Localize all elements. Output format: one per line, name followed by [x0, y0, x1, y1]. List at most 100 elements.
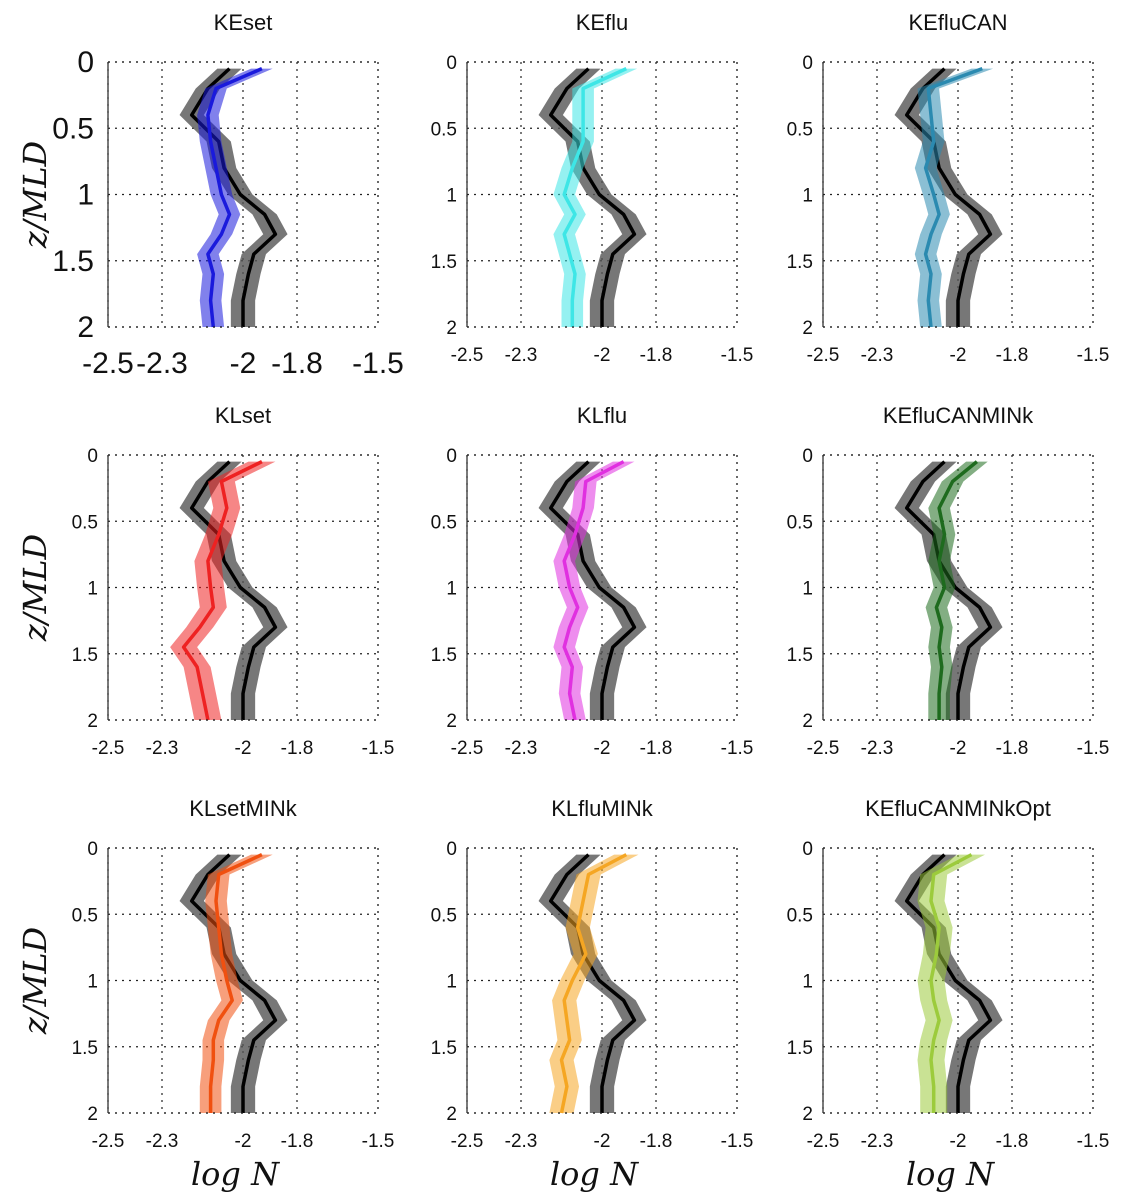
x-tick-label: -1.5 [721, 1131, 754, 1152]
y-tick-label: 1 [446, 579, 457, 600]
series-band-1 [553, 68, 638, 327]
series-line-1 [181, 460, 263, 721]
panel-title: KLflu [577, 403, 627, 428]
y-tick-label: 1.5 [72, 1038, 98, 1059]
series-band-2 [538, 854, 647, 1113]
y-axis-label: z/MLD [16, 927, 54, 1035]
y-axis-label: z/MLD [16, 141, 54, 249]
x-tick-label: -1.8 [996, 1131, 1029, 1152]
x-tick-label: -1.5 [362, 738, 395, 759]
panel-title: KLset [215, 403, 271, 428]
x-tick-label: -2.5 [92, 738, 125, 759]
y-tick-label: 1 [446, 972, 457, 993]
y-tick-label: 2 [446, 1104, 457, 1125]
series-band-2 [179, 461, 288, 720]
y-tick-label: 0 [802, 839, 813, 860]
series-band-2 [538, 68, 647, 327]
series-line-1 [923, 66, 983, 328]
series-line-1 [206, 67, 263, 328]
x-tick-label: -1.8 [996, 738, 1029, 759]
panel-title: KEfluCANMINkOpt [865, 796, 1051, 821]
y-tick-label: 1.5 [431, 1038, 457, 1059]
panel-6: 0 0.5 1 1.5 2 -2.5 -2.3 -2 -1.8 -1.5 KEfluCANMINk [787, 403, 1110, 759]
y-tick-label: 0.5 [431, 512, 457, 533]
panel-2: 0 0.5 1 1.5 2 -2.5 -2.3 -2 -1.8 -1.5 KEflu [431, 10, 754, 366]
series-line-2 [548, 460, 637, 720]
x-axis-label: log N [906, 1155, 995, 1193]
x-tick-label: -2.5 [82, 347, 134, 380]
x-tick-label: -2.5 [807, 345, 840, 366]
y-tick-label: 1 [87, 972, 98, 993]
y-tick-label: 0 [87, 839, 98, 860]
series-line-2 [189, 460, 278, 720]
series-band-1 [197, 68, 273, 327]
panel-title: KLfluMINk [551, 796, 653, 821]
series-line-1 [934, 460, 979, 720]
panel-title: KLsetMINk [189, 796, 298, 821]
y-tick-label: 0.5 [431, 119, 457, 140]
x-tick-label: -2.5 [451, 1131, 484, 1152]
y-tick-label: 2 [802, 1104, 813, 1125]
panel-7: 0 0.5 1 1.5 2 -2.5 -2.3 -2 -1.8 -1.5 KLsetMINk z/ML… [16, 796, 394, 1193]
x-tick-label: -1.5 [1077, 345, 1110, 366]
y-tick-label: 0.5 [787, 905, 813, 926]
y-tick-label: 1 [802, 186, 813, 207]
x-tick-label: -1.5 [352, 347, 404, 380]
x-tick-label: -1.5 [1077, 738, 1110, 759]
y-tick-label: 1.5 [787, 645, 813, 666]
panel-9: 0 0.5 1 1.5 2 -2.5 -2.3 -2 -1.8 -1.5 KEfluCANMINkO… [787, 796, 1110, 1193]
y-tick-label: 2 [446, 318, 457, 339]
x-tick-label: -2 [594, 345, 611, 366]
y-tick-label: 2 [802, 318, 813, 339]
x-tick-label: -2 [230, 347, 257, 380]
x-tick-label: -1.5 [721, 738, 754, 759]
y-tick-label: 0 [446, 53, 457, 74]
panel-4: 0 0.5 1 1.5 2 -2.5 -2.3 -2 -1.8 -1.5 KLset z/MLD [16, 403, 394, 759]
series-line-1 [208, 853, 263, 1113]
series-line-1 [562, 67, 628, 327]
y-tick-label: 0 [77, 46, 94, 79]
x-tick-label: -2.3 [861, 738, 894, 759]
x-tick-label: -2 [594, 1131, 611, 1152]
panel-title: KEflu [576, 10, 629, 35]
x-tick-label: -2.5 [451, 345, 484, 366]
panel-title: KEfluCAN [908, 10, 1007, 35]
y-tick-label: 1.5 [52, 245, 94, 278]
x-tick-label: -2.5 [807, 1131, 840, 1152]
series-line-1 [559, 853, 628, 1114]
x-tick-label: -2.3 [136, 347, 188, 380]
y-tick-label: 0.5 [431, 905, 457, 926]
series-line-2 [548, 67, 637, 327]
series-line-2 [904, 67, 993, 327]
x-axis-label: log N [191, 1155, 280, 1193]
series-line-1 [929, 853, 973, 1113]
y-tick-label: 0 [446, 446, 457, 467]
y-tick-label: 2 [802, 711, 813, 732]
y-tick-label: 0.5 [787, 119, 813, 140]
series-line-2 [189, 67, 278, 327]
x-tick-label: -2 [950, 738, 967, 759]
x-tick-label: -2.3 [505, 345, 538, 366]
series-line-1 [562, 460, 625, 721]
y-tick-label: 0 [87, 446, 98, 467]
x-tick-label: -2.3 [861, 345, 894, 366]
x-tick-label: -2 [950, 345, 967, 366]
y-tick-label: 0 [802, 53, 813, 74]
series-line-2 [904, 460, 993, 720]
x-tick-label: -2.3 [861, 1131, 894, 1152]
y-tick-label: 2 [87, 1104, 98, 1125]
y-tick-label: 0 [802, 446, 813, 467]
y-axis-label: z/MLD [16, 534, 54, 642]
x-tick-label: -2.5 [92, 1131, 125, 1152]
y-tick-label: 1 [802, 579, 813, 600]
x-tick-label: -1.5 [362, 1131, 395, 1152]
y-tick-label: 1.5 [787, 252, 813, 273]
x-tick-label: -2 [594, 738, 611, 759]
x-tick-label: -1.5 [721, 345, 754, 366]
series-band-1 [549, 854, 639, 1113]
y-tick-label: 1 [446, 186, 457, 207]
x-tick-label: -2.5 [807, 738, 840, 759]
panel-8: 0 0.5 1 1.5 2 -2.5 -2.3 -2 -1.8 -1.5 KLfluMINk log … [431, 796, 754, 1193]
y-tick-label: 1.5 [431, 252, 457, 273]
